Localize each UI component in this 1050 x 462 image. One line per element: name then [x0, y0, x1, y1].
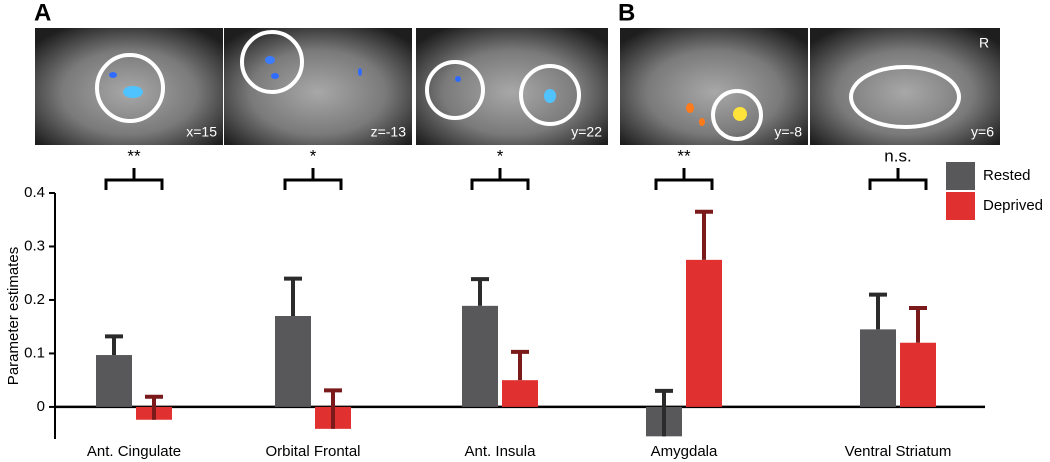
sig-label: ** [677, 146, 691, 165]
error-bar [145, 394, 163, 420]
x-tick-label: Orbital Frontal [265, 443, 360, 460]
activation [733, 107, 747, 121]
error-bar [324, 388, 342, 429]
roi-circle [711, 89, 763, 141]
error-bar [511, 349, 529, 381]
bar [686, 259, 722, 407]
activation [699, 118, 705, 126]
activation [271, 73, 279, 79]
error-bar [105, 334, 123, 356]
sig-bracket [868, 168, 928, 190]
x-tick-label: Ventral Striatum [845, 443, 952, 460]
sig-bracket [470, 168, 530, 190]
bar [462, 305, 498, 407]
roi-circle [240, 30, 304, 94]
image-label: x=15 [186, 124, 217, 140]
image-label: z=-13 [371, 124, 407, 140]
sig-label: ** [127, 146, 141, 165]
image-label: y=6 [971, 124, 994, 140]
orientation-label: R [979, 35, 989, 51]
panel-label: A [34, 0, 51, 26]
x-tick-label: Ant. Insula [465, 443, 537, 460]
bar [275, 316, 311, 407]
roi-circle [849, 65, 961, 129]
error-bar [869, 292, 887, 330]
image-label: y=22 [571, 124, 602, 140]
x-tick-label: Ant. Cingulate [87, 443, 181, 460]
error-bar [655, 388, 673, 437]
error-bar [909, 305, 927, 343]
panel-label: B [618, 0, 635, 26]
error-bar [695, 209, 713, 260]
roi-circle [519, 64, 581, 126]
activation [265, 56, 275, 64]
sig-label: * [497, 146, 504, 165]
y-tick-label: 0.4 [24, 184, 45, 201]
error-bar [284, 276, 302, 316]
sig-label: * [310, 146, 317, 165]
activation [544, 89, 556, 103]
activation [358, 68, 362, 76]
bar [900, 342, 936, 407]
legend-swatch [946, 192, 975, 220]
y-tick-label: 0.3 [24, 237, 45, 254]
y-axis-label: Parameter estimates [5, 247, 22, 385]
brain-image [35, 28, 223, 145]
roi-circle [425, 60, 485, 120]
y-tick-label: 0 [37, 398, 45, 415]
sig-bracket [654, 168, 714, 190]
sig-label: n.s. [884, 146, 911, 165]
sig-bracket [283, 168, 343, 190]
activation [123, 86, 143, 98]
y-tick-label: 0.1 [24, 344, 45, 361]
bar [502, 380, 538, 407]
bar [860, 329, 896, 407]
legend-label: Deprived [983, 197, 1043, 214]
bar [96, 355, 132, 407]
error-bar [471, 277, 489, 306]
legend-swatch [946, 162, 975, 190]
image-label: y=-8 [774, 124, 802, 140]
activation [686, 103, 694, 113]
y-tick-label: 0.2 [24, 291, 45, 308]
sig-bracket [104, 168, 164, 190]
roi-circle [95, 53, 165, 123]
legend-label: Rested [983, 167, 1031, 184]
activation [109, 72, 117, 78]
x-tick-label: Amygdala [651, 443, 718, 460]
activation [455, 76, 461, 82]
